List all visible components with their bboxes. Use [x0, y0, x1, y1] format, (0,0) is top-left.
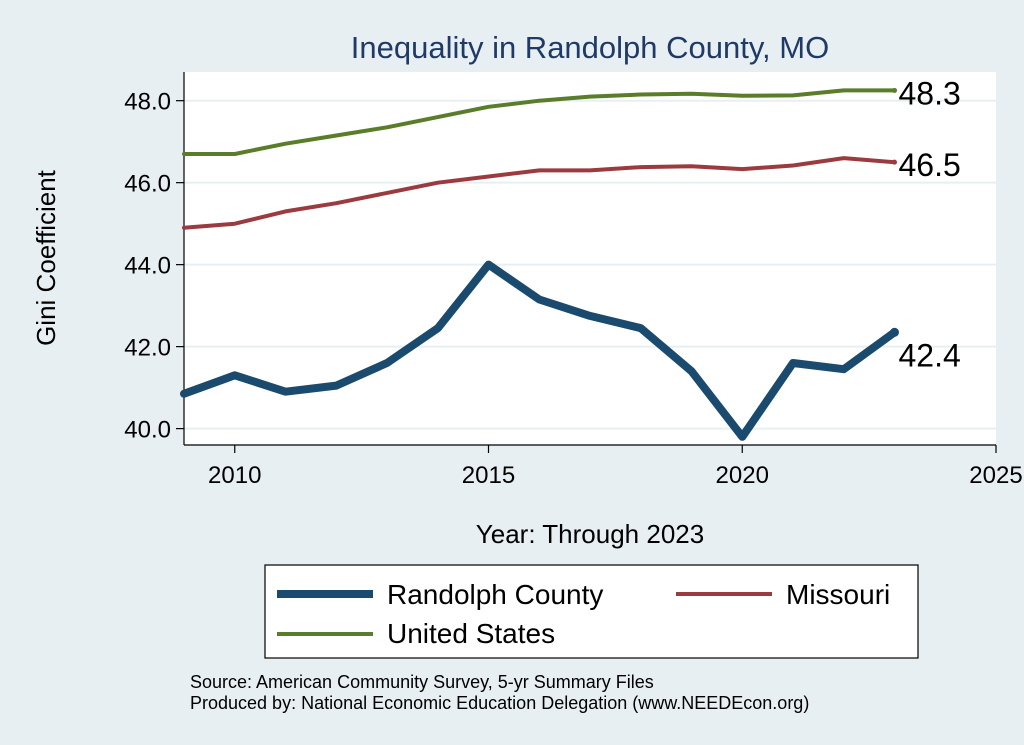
gridlines: [184, 99, 996, 430]
x-axis-label: Year: Through 2023: [476, 519, 704, 549]
x-tick-label: 2020: [716, 462, 769, 489]
series-line-united-states: [182, 88, 897, 156]
y-tick-label: 46.0: [124, 171, 171, 198]
end-label-united-states: 48.3: [899, 75, 961, 111]
series-line-missouri: [182, 156, 897, 230]
end-label-randolph-county: 42.4: [899, 337, 961, 373]
legend-box: [264, 564, 919, 659]
chart-title: Inequality in Randolph County, MO: [351, 30, 829, 65]
x-tick-label: 2010: [208, 462, 261, 489]
y-tick-label: 40.0: [124, 417, 171, 444]
end-point-united-states: [892, 87, 897, 93]
end-point-missouri: [892, 159, 897, 165]
end-label-missouri: 46.5: [899, 147, 961, 183]
y-axis-ticks: 40.0 42.0 44.0 46.0 48.0: [124, 89, 184, 444]
y-tick-label: 44.0: [124, 253, 171, 280]
y-axis-label: Gini Coefficient: [31, 169, 61, 346]
series-line-randolph-county: [180, 260, 899, 441]
legend-label-united-states: United States: [387, 618, 555, 649]
legend-label-missouri: Missouri: [786, 579, 890, 610]
legend: Randolph County Missouri United States: [264, 564, 919, 659]
end-labels: 48.3 46.5 42.4: [899, 75, 961, 373]
x-tick-label: 2015: [462, 462, 515, 489]
y-tick-label: 48.0: [124, 89, 171, 116]
legend-label-randolph-county: Randolph County: [387, 579, 603, 610]
y-tick-label: 42.0: [124, 335, 171, 362]
producer-note: Produced by: National Economic Education…: [190, 693, 809, 713]
series-lines: [180, 87, 899, 441]
x-tick-label: 2025: [969, 462, 1022, 489]
plot-area: [184, 72, 996, 445]
x-axis-ticks: 2010 2015 2020 2025: [208, 445, 1023, 489]
end-point-randolph-county: [890, 327, 899, 337]
source-note: Source: American Community Survey, 5-yr …: [190, 672, 654, 692]
